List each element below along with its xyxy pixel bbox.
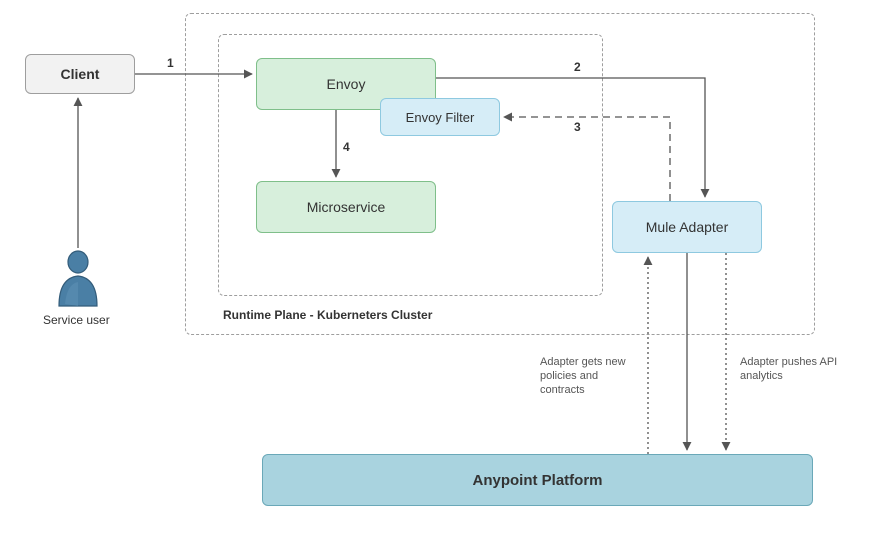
microservice-label: Microservice xyxy=(307,199,386,215)
anypoint-label: Anypoint Platform xyxy=(473,472,603,489)
client-label: Client xyxy=(61,66,100,82)
envoy-filter-box: Envoy Filter xyxy=(380,98,500,136)
mule-adapter-label: Mule Adapter xyxy=(646,219,729,235)
microservice-box: Microservice xyxy=(256,181,436,233)
edge-label-3: 3 xyxy=(574,120,581,134)
mule-adapter-box: Mule Adapter xyxy=(612,201,762,253)
anypoint-platform-box: Anypoint Platform xyxy=(262,454,813,506)
edge-label-1: 1 xyxy=(167,56,174,70)
edge-label-2: 2 xyxy=(574,60,581,74)
service-user-label: Service user xyxy=(43,313,110,327)
service-user-icon xyxy=(55,248,101,313)
note-adapter-gets: Adapter gets new policies and contracts xyxy=(540,356,640,397)
envoy-filter-label: Envoy Filter xyxy=(406,110,475,125)
cluster-label: Runtime Plane - Kuberneters Cluster xyxy=(223,308,432,322)
client-box: Client xyxy=(25,54,135,94)
envoy-label: Envoy xyxy=(327,76,366,92)
note-adapter-pushes: Adapter pushes API analytics xyxy=(740,356,840,384)
edge-label-4: 4 xyxy=(343,140,350,154)
